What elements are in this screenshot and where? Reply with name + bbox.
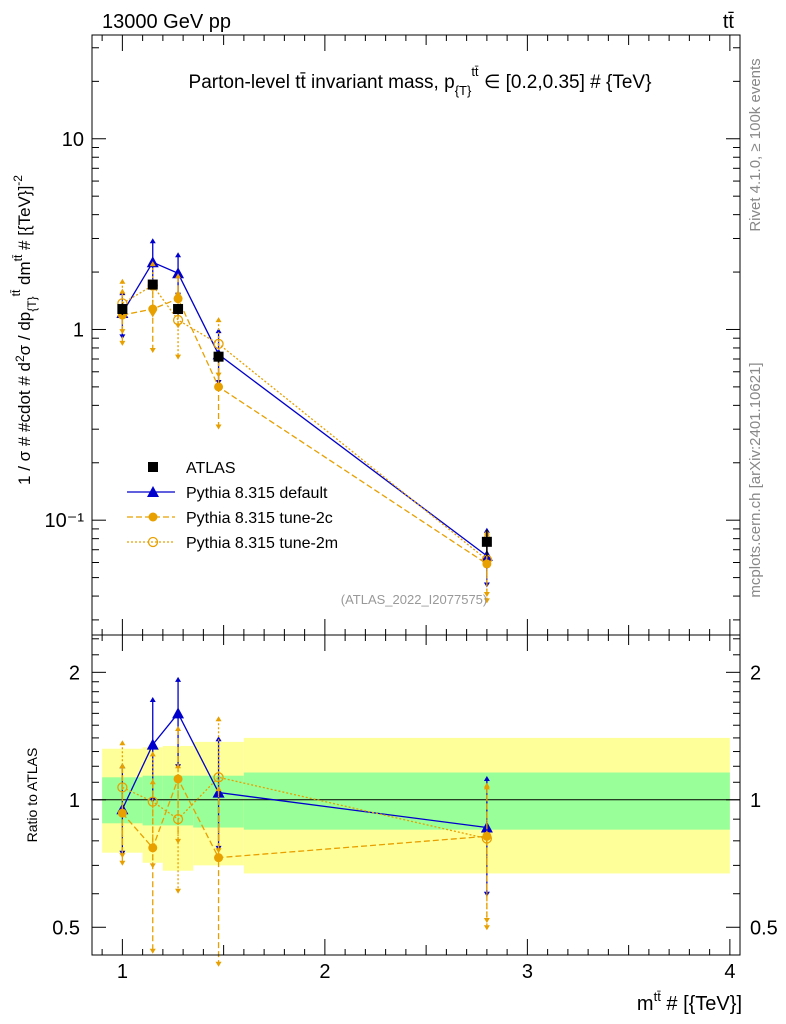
ratio-frame: [91, 634, 741, 956]
ratio-series-point: [214, 853, 224, 863]
ratio-y-axis-label: Ratio to ATLAS: [24, 748, 40, 843]
ratio-series-errorcap: [483, 925, 490, 931]
ratio-series-errorcap: [119, 740, 126, 746]
main-series-errorcap: [149, 348, 156, 354]
legend-marker: [148, 462, 158, 472]
main-series-errorcap: [175, 290, 182, 296]
main-y-tick-label: 10⁻¹: [45, 510, 85, 532]
ratio-series-errorcap: [149, 697, 156, 703]
main-series-errorcap: [483, 598, 490, 604]
main-y-tick-label: 10: [62, 129, 84, 151]
main-series-errorcap: [175, 252, 182, 258]
main-series-errorcap: [149, 261, 156, 267]
ratio-series-point: [481, 833, 493, 844]
ratio-series-errorcap: [483, 775, 490, 781]
legend-marker: [148, 512, 158, 522]
ratio-series-errorcap: [149, 863, 156, 869]
x-tick-label: 4: [724, 961, 735, 983]
main-series-errorcap: [175, 273, 182, 279]
atlas-point: [173, 304, 184, 315]
ratio-series-errorcap: [483, 784, 490, 790]
main-series-errorcap: [215, 328, 222, 334]
main-series-errorcap: [215, 372, 222, 378]
legend-label: Pythia 8.315 tune-2c: [186, 510, 333, 527]
ratio-series-errorcap: [119, 860, 126, 866]
main-panel: 10⁻¹ 1 10 Parton-level tt̄ invariant mass,…: [9, 34, 741, 636]
ratio-y-tick-label: 0.5: [52, 917, 80, 939]
main-series-errorcap: [119, 278, 126, 284]
ratio-panel: 0.5 0.5 1 1 2 2 1 2 3 4 Ratio to ATLAS mtt̄ # [{T…: [24, 35, 778, 1015]
analysis-watermark: (ATLAS_2022_I2077575): [341, 592, 487, 607]
ratio-series-errorcap: [175, 838, 182, 844]
ratio-series-errorcap: [215, 736, 222, 742]
main-series-errorcap: [215, 317, 222, 323]
ratio-series-errorcap: [175, 676, 182, 682]
ratio-series-errorcap: [175, 888, 182, 894]
process-label: tt̄: [723, 11, 735, 33]
rivet-label: Rivet 4.1.0, ≥ 100k events: [747, 58, 764, 231]
atlas-point: [117, 304, 128, 315]
ratio-series-errorcap: [149, 948, 156, 954]
ratio-y-tick-label-right: 1: [750, 790, 761, 812]
ratio-series-errorcap: [149, 751, 156, 757]
ratio-series-errorcap: [215, 848, 222, 854]
ratio-series-point: [147, 796, 158, 807]
ratio-series-errorcap: [119, 853, 126, 859]
ratio-series-errorcap: [119, 763, 126, 769]
main-series-errorcap: [119, 329, 126, 335]
main-series-errorcap: [483, 592, 490, 598]
atlas-point: [147, 279, 158, 290]
ratio-series-errorcap: [215, 961, 222, 967]
legend-label: ATLAS: [186, 460, 236, 477]
x-tick-label: 3: [522, 961, 533, 983]
main-series-point: [172, 267, 185, 279]
main-series-point: [214, 382, 224, 392]
ratio-series-point: [146, 738, 159, 750]
ratio-series-point: [117, 782, 128, 793]
legend-marker: [147, 536, 159, 548]
ratio-series-point: [213, 772, 224, 783]
ratio-series-point: [172, 814, 184, 825]
main-title: Parton-level tt̄ invariant mass, p{T}tt̄…: [189, 64, 652, 98]
ratio-y-tick-label: 2: [69, 662, 80, 684]
main-y-axis-label: 1 / σ # #cdot # d2σ / dp{T}tt̄ dmtt̄ # […: [9, 175, 39, 485]
ratio-series-errorcap: [149, 779, 156, 785]
atlas-point: [213, 351, 224, 362]
main-series-errorcap: [215, 424, 222, 430]
ratio-y-tick-label-right: 2: [750, 662, 761, 684]
atlas-point: [481, 536, 492, 547]
legend: ATLAS Pythia 8.315 default Pythia 8.315 tu…: [127, 460, 338, 552]
ratio-y-tick-label: 1: [69, 790, 80, 812]
x-tick-label: 2: [319, 961, 330, 983]
ratio-series-errorcap: [175, 763, 182, 769]
x-axis-label: mtt̄ # [{TeV}]: [637, 989, 742, 1015]
legend-marker: [147, 486, 159, 497]
mcplots-label: mcplots.cern.ch [arXiv:2401.10621]: [747, 362, 764, 597]
main-y-tick-label: 1: [73, 319, 84, 341]
ratio-series-errorcap: [215, 716, 222, 722]
legend-label: Pythia 8.315 tune-2m: [186, 535, 338, 552]
ratio-y-tick-label-right: 0.5: [750, 917, 778, 939]
main-series-errorcap: [175, 354, 182, 360]
x-tick-label: 1: [117, 961, 128, 983]
energy-label: 13000 GeV pp: [102, 11, 231, 33]
main-series-errorcap: [149, 238, 156, 244]
main-series-errorcap: [119, 340, 126, 346]
ratio-series-errorcap: [175, 725, 182, 731]
legend-label: Pythia 8.315 default: [186, 485, 328, 502]
main-series-point: [172, 314, 184, 326]
main-series-point: [213, 338, 224, 350]
ratio-series-point: [172, 707, 185, 719]
main-series-errorcap: [149, 312, 156, 318]
